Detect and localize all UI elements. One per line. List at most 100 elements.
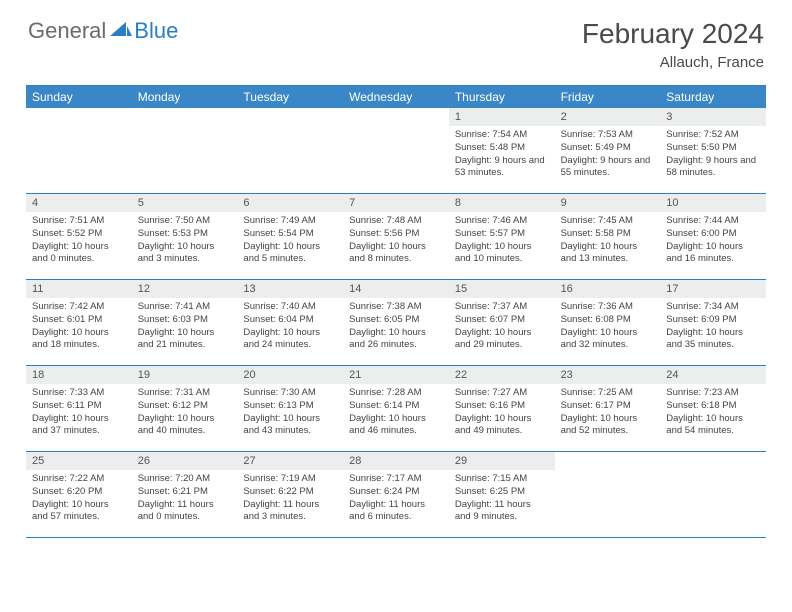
daylight-line: Daylight: 10 hours and 16 minutes. <box>666 241 760 267</box>
calendar-cell: 20Sunrise: 7:30 AMSunset: 6:13 PMDayligh… <box>237 366 343 452</box>
daylight-line: Daylight: 10 hours and 29 minutes. <box>455 327 549 353</box>
day-number: 20 <box>237 366 343 384</box>
daylight-line: Daylight: 11 hours and 0 minutes. <box>138 499 232 525</box>
sunrise-line: Sunrise: 7:27 AM <box>455 387 549 400</box>
day-details: Sunrise: 7:45 AMSunset: 5:58 PMDaylight:… <box>555 212 661 270</box>
sunset-line: Sunset: 6:01 PM <box>32 314 126 327</box>
day-number: 14 <box>343 280 449 298</box>
day-number: 25 <box>26 452 132 470</box>
day-details: Sunrise: 7:40 AMSunset: 6:04 PMDaylight:… <box>237 298 343 356</box>
day-number: 11 <box>26 280 132 298</box>
day-number: 5 <box>132 194 238 212</box>
sunrise-line: Sunrise: 7:51 AM <box>32 215 126 228</box>
calendar-cell: 29Sunrise: 7:15 AMSunset: 6:25 PMDayligh… <box>449 452 555 538</box>
calendar-cell: 14Sunrise: 7:38 AMSunset: 6:05 PMDayligh… <box>343 280 449 366</box>
daylight-line: Daylight: 10 hours and 37 minutes. <box>32 413 126 439</box>
day-details: Sunrise: 7:53 AMSunset: 5:49 PMDaylight:… <box>555 126 661 184</box>
day-details: Sunrise: 7:20 AMSunset: 6:21 PMDaylight:… <box>132 470 238 528</box>
day-number: 8 <box>449 194 555 212</box>
weekday-label: Wednesday <box>343 86 449 108</box>
day-number: 19 <box>132 366 238 384</box>
day-details: Sunrise: 7:37 AMSunset: 6:07 PMDaylight:… <box>449 298 555 356</box>
calendar-cell: 3Sunrise: 7:52 AMSunset: 5:50 PMDaylight… <box>660 108 766 194</box>
day-number: 24 <box>660 366 766 384</box>
day-details: Sunrise: 7:46 AMSunset: 5:57 PMDaylight:… <box>449 212 555 270</box>
calendar-cell: 5Sunrise: 7:50 AMSunset: 5:53 PMDaylight… <box>132 194 238 280</box>
calendar-cell: 19Sunrise: 7:31 AMSunset: 6:12 PMDayligh… <box>132 366 238 452</box>
day-number: 23 <box>555 366 661 384</box>
day-number: 6 <box>237 194 343 212</box>
sunset-line: Sunset: 6:05 PM <box>349 314 443 327</box>
calendar-cell <box>132 108 238 194</box>
daylight-line: Daylight: 11 hours and 9 minutes. <box>455 499 549 525</box>
sunset-line: Sunset: 6:00 PM <box>666 228 760 241</box>
daylight-line: Daylight: 10 hours and 35 minutes. <box>666 327 760 353</box>
sunrise-line: Sunrise: 7:19 AM <box>243 473 337 486</box>
daylight-line: Daylight: 10 hours and 40 minutes. <box>138 413 232 439</box>
day-number: 29 <box>449 452 555 470</box>
daylight-line: Daylight: 10 hours and 10 minutes. <box>455 241 549 267</box>
sunset-line: Sunset: 6:13 PM <box>243 400 337 413</box>
day-details: Sunrise: 7:52 AMSunset: 5:50 PMDaylight:… <box>660 126 766 184</box>
day-number: 4 <box>26 194 132 212</box>
day-details: Sunrise: 7:33 AMSunset: 6:11 PMDaylight:… <box>26 384 132 442</box>
sunset-line: Sunset: 5:58 PM <box>561 228 655 241</box>
daylight-line: Daylight: 10 hours and 21 minutes. <box>138 327 232 353</box>
sunrise-line: Sunrise: 7:44 AM <box>666 215 760 228</box>
calendar-cell: 7Sunrise: 7:48 AMSunset: 5:56 PMDaylight… <box>343 194 449 280</box>
calendar-cell: 1Sunrise: 7:54 AMSunset: 5:48 PMDaylight… <box>449 108 555 194</box>
sunrise-line: Sunrise: 7:37 AM <box>455 301 549 314</box>
sunset-line: Sunset: 5:57 PM <box>455 228 549 241</box>
sunset-line: Sunset: 6:03 PM <box>138 314 232 327</box>
day-number: 28 <box>343 452 449 470</box>
day-details: Sunrise: 7:41 AMSunset: 6:03 PMDaylight:… <box>132 298 238 356</box>
calendar-cell: 27Sunrise: 7:19 AMSunset: 6:22 PMDayligh… <box>237 452 343 538</box>
month-title: February 2024 <box>582 18 764 50</box>
day-number: 27 <box>237 452 343 470</box>
sunset-line: Sunset: 5:52 PM <box>32 228 126 241</box>
day-details: Sunrise: 7:36 AMSunset: 6:08 PMDaylight:… <box>555 298 661 356</box>
title-block: February 2024 Allauch, France <box>582 18 764 71</box>
sunset-line: Sunset: 5:48 PM <box>455 142 549 155</box>
day-number: 17 <box>660 280 766 298</box>
day-number: 22 <box>449 366 555 384</box>
sunset-line: Sunset: 6:16 PM <box>455 400 549 413</box>
sunrise-line: Sunrise: 7:15 AM <box>455 473 549 486</box>
sunset-line: Sunset: 6:09 PM <box>666 314 760 327</box>
day-details: Sunrise: 7:30 AMSunset: 6:13 PMDaylight:… <box>237 384 343 442</box>
day-details: Sunrise: 7:54 AMSunset: 5:48 PMDaylight:… <box>449 126 555 184</box>
sunset-line: Sunset: 6:20 PM <box>32 486 126 499</box>
brand-part2: Blue <box>134 18 178 44</box>
day-details: Sunrise: 7:44 AMSunset: 6:00 PMDaylight:… <box>660 212 766 270</box>
calendar-cell: 8Sunrise: 7:46 AMSunset: 5:57 PMDaylight… <box>449 194 555 280</box>
daylight-line: Daylight: 9 hours and 55 minutes. <box>561 155 655 181</box>
sunset-line: Sunset: 5:50 PM <box>666 142 760 155</box>
day-details: Sunrise: 7:48 AMSunset: 5:56 PMDaylight:… <box>343 212 449 270</box>
calendar-cell: 26Sunrise: 7:20 AMSunset: 6:21 PMDayligh… <box>132 452 238 538</box>
brand-part1: General <box>28 18 106 44</box>
weekday-label: Monday <box>132 86 238 108</box>
calendar-cell <box>26 108 132 194</box>
day-number: 7 <box>343 194 449 212</box>
day-details: Sunrise: 7:23 AMSunset: 6:18 PMDaylight:… <box>660 384 766 442</box>
sunset-line: Sunset: 5:53 PM <box>138 228 232 241</box>
sunset-line: Sunset: 6:25 PM <box>455 486 549 499</box>
calendar-cell: 4Sunrise: 7:51 AMSunset: 5:52 PMDaylight… <box>26 194 132 280</box>
sunrise-line: Sunrise: 7:23 AM <box>666 387 760 400</box>
page-header: General Blue February 2024 Allauch, Fran… <box>0 0 792 79</box>
calendar-cell: 9Sunrise: 7:45 AMSunset: 5:58 PMDaylight… <box>555 194 661 280</box>
sunrise-line: Sunrise: 7:33 AM <box>32 387 126 400</box>
day-details: Sunrise: 7:15 AMSunset: 6:25 PMDaylight:… <box>449 470 555 528</box>
calendar-body: 1Sunrise: 7:54 AMSunset: 5:48 PMDaylight… <box>26 108 766 538</box>
day-number: 10 <box>660 194 766 212</box>
sunset-line: Sunset: 6:18 PM <box>666 400 760 413</box>
calendar-cell <box>343 108 449 194</box>
sunset-line: Sunset: 6:04 PM <box>243 314 337 327</box>
calendar-cell: 11Sunrise: 7:42 AMSunset: 6:01 PMDayligh… <box>26 280 132 366</box>
daylight-line: Daylight: 11 hours and 3 minutes. <box>243 499 337 525</box>
day-details: Sunrise: 7:17 AMSunset: 6:24 PMDaylight:… <box>343 470 449 528</box>
calendar-cell: 16Sunrise: 7:36 AMSunset: 6:08 PMDayligh… <box>555 280 661 366</box>
day-details: Sunrise: 7:51 AMSunset: 5:52 PMDaylight:… <box>26 212 132 270</box>
sunrise-line: Sunrise: 7:42 AM <box>32 301 126 314</box>
day-number: 26 <box>132 452 238 470</box>
